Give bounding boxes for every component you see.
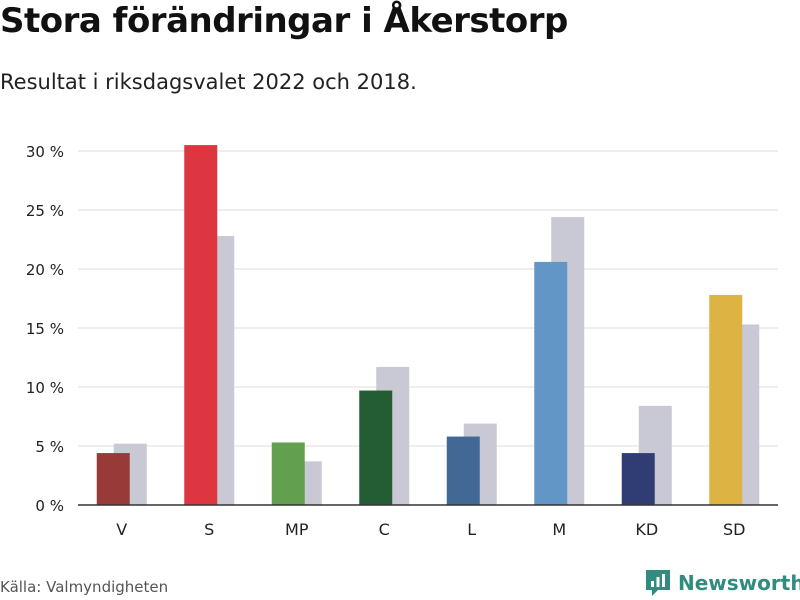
newsworthy-logo-text: Newsworthy	[678, 571, 800, 595]
x-tick-label: M	[552, 520, 566, 539]
newsworthy-logo: Newsworthy	[644, 568, 800, 598]
y-tick-label: 25 %	[26, 202, 64, 220]
bar-2022-l	[446, 436, 480, 505]
source-note: Källa: Valmyndigheten	[0, 578, 169, 596]
bar-2022-kd	[621, 453, 655, 505]
x-tick-label: SD	[723, 520, 745, 539]
bar-2022-s	[184, 145, 218, 505]
x-tick-label: V	[116, 520, 127, 539]
x-tick-label: L	[467, 520, 476, 539]
y-tick-label: 30 %	[26, 143, 64, 161]
x-tick-label: C	[379, 520, 390, 539]
bar-2022-sd	[709, 294, 743, 505]
y-tick-label: 5 %	[35, 438, 64, 456]
y-tick-label: 15 %	[26, 320, 64, 338]
x-tick-label: MP	[285, 520, 309, 539]
y-tick-label: 0 %	[35, 497, 64, 515]
bar-chart: 0 % 5 % 10 % 15 % 20 % 25 % 30 % V S MP C L M KD SD	[26, 143, 778, 539]
newsworthy-logo-icon	[646, 570, 670, 596]
x-tick-label: S	[204, 520, 214, 539]
y-tick-label: 10 %	[26, 379, 64, 397]
bar-2022-mp	[271, 442, 305, 505]
chart-subtitle: Resultat i riksdagsvalet 2022 och 2018.	[0, 70, 417, 94]
bar-2022-c	[359, 390, 393, 505]
chart-title: Stora förändringar i Åkerstorp	[0, 1, 568, 41]
bar-2022-m	[534, 261, 568, 505]
bar-2022-v	[96, 453, 130, 505]
y-tick-label: 20 %	[26, 261, 64, 279]
x-tick-label: KD	[635, 520, 658, 539]
